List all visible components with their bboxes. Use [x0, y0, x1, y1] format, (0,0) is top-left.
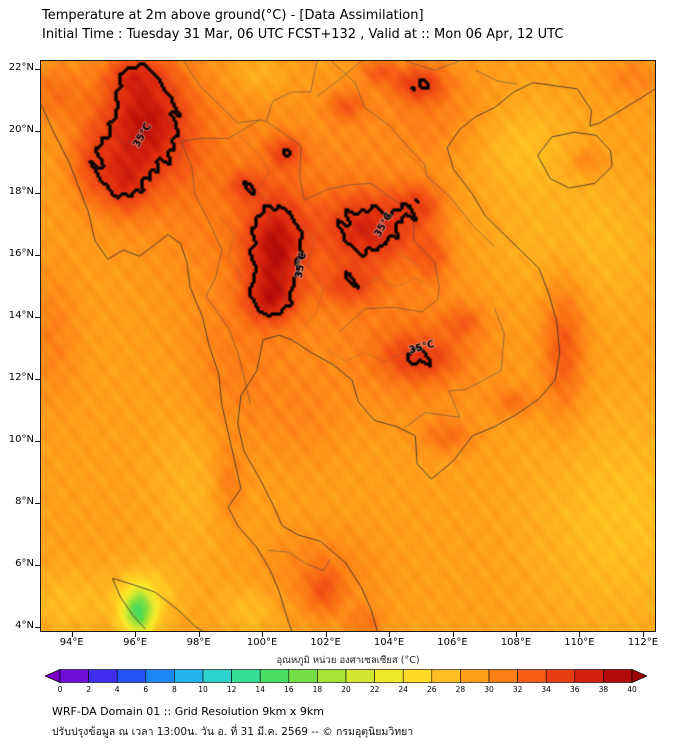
chart-subtitle: Initial Time : Tuesday 31 Mar, 06 UTC FC…: [42, 27, 564, 42]
colorbar-segment: [431, 669, 461, 683]
colorbar-segment: [88, 669, 118, 683]
lat-tick-label: 18°N: [8, 186, 34, 198]
colorbar-segment: [345, 669, 375, 683]
colorbar-title: อุณหภูมิ หน่วย องศาเซลเซียส (°C): [276, 655, 420, 666]
colorbar-tick-label: 26: [427, 685, 437, 694]
colorbar-tick-label: 2: [86, 685, 91, 694]
colorbar-tick-label: 20: [341, 685, 351, 694]
lon-tick-mark: [452, 632, 454, 637]
lon-tick-label: 94°E: [59, 637, 84, 648]
colorbar-tick-label: 22: [369, 685, 380, 694]
colorbar-segment: [317, 669, 347, 683]
colorbar-tick-label: 30: [484, 685, 494, 694]
colorbar-tick-label: 32: [512, 685, 523, 694]
lon-tick-mark: [71, 632, 73, 637]
colorbar-segment: [231, 669, 261, 683]
lat-tick-label: 10°N: [8, 434, 34, 446]
colorbar-segment: [460, 669, 490, 683]
colorbar-tick-label: 8: [172, 685, 177, 694]
colorbar-segment: [603, 669, 633, 683]
colorbar-segment: [488, 669, 518, 683]
footer-domain-info: WRF-DA Domain 01 :: Grid Resolution 9km …: [52, 705, 324, 718]
colorbar-segment: [574, 669, 604, 683]
lon-tick-mark: [198, 632, 200, 637]
colorbar-segment: [517, 669, 547, 683]
colorbar-segment: [259, 669, 290, 683]
lon-tick-label: 106°E: [437, 637, 468, 648]
colorbar-segment: [174, 669, 204, 683]
lat-tick-label: 22°N: [8, 62, 34, 74]
colorbar: [45, 669, 647, 683]
colorbar-under-arrow: [45, 669, 61, 683]
lon-tick-mark: [262, 632, 264, 637]
lon-tick-mark: [515, 632, 517, 637]
lat-tick-label: 8°N: [15, 495, 34, 507]
lat-tick-label: 14°N: [8, 310, 34, 322]
lon-tick-label: 110°E: [564, 637, 595, 648]
colorbar-over-arrow: [631, 669, 647, 683]
colorbar-segment: [545, 669, 576, 683]
colorbar-segment: [145, 669, 175, 683]
colorbar-segment: [59, 669, 89, 683]
colorbar-segment: [288, 669, 318, 683]
colorbar-segment: [202, 669, 232, 683]
colorbar-tick-label: 36: [570, 685, 580, 694]
lon-tick-label: 100°E: [246, 637, 278, 648]
lon-tick-mark: [325, 632, 327, 637]
colorbar-tick-label: 16: [284, 685, 294, 694]
lon-tick-mark: [579, 632, 581, 637]
temperature-map-canvas: [41, 61, 655, 631]
map-plot-area: [40, 60, 656, 632]
lon-tick-label: 112°E: [627, 637, 659, 648]
lon-tick-label: 108°E: [500, 637, 532, 648]
lat-tick-label: 6°N: [15, 557, 34, 569]
colorbar-tick-label: 10: [198, 685, 208, 694]
colorbar-tick-label: 18: [312, 685, 323, 694]
colorbar-tick-label: 0: [57, 685, 63, 694]
colorbar-tick-label: 14: [255, 685, 265, 694]
lon-tick-mark: [135, 632, 137, 637]
lon-tick-label: 98°E: [186, 637, 211, 648]
colorbar-segment: [402, 669, 433, 683]
colorbar-tick-label: 38: [598, 685, 609, 694]
lon-tick-label: 102°E: [310, 637, 341, 648]
lon-tick-mark: [389, 632, 391, 637]
colorbar-tick-label: 4: [114, 685, 120, 694]
colorbar-tick-label: 40: [627, 685, 637, 694]
lon-tick-mark: [642, 632, 644, 637]
footer-update-info: ปรับปรุงข้อมูล ณ เวลา 13:00น. วัน อ. ที่…: [52, 726, 414, 738]
colorbar-tick-label: 28: [455, 685, 466, 694]
chart-title: Temperature at 2m above ground(°C) - [Da…: [42, 8, 424, 23]
colorbar-tick-label: 34: [541, 685, 551, 694]
colorbar-tick-label: 24: [398, 685, 408, 694]
colorbar-segment: [374, 669, 404, 683]
lat-tick-label: 20°N: [8, 124, 34, 136]
colorbar-segment: [116, 669, 147, 683]
lon-tick-label: 104°E: [373, 637, 405, 648]
lat-tick-label: 4°N: [15, 619, 34, 631]
lat-tick-label: 12°N: [8, 372, 34, 384]
lon-tick-label: 96°E: [123, 637, 148, 648]
lat-tick-label: 16°N: [8, 248, 34, 260]
colorbar-tick-label: 6: [143, 685, 149, 694]
colorbar-tick-label: 12: [226, 685, 237, 694]
